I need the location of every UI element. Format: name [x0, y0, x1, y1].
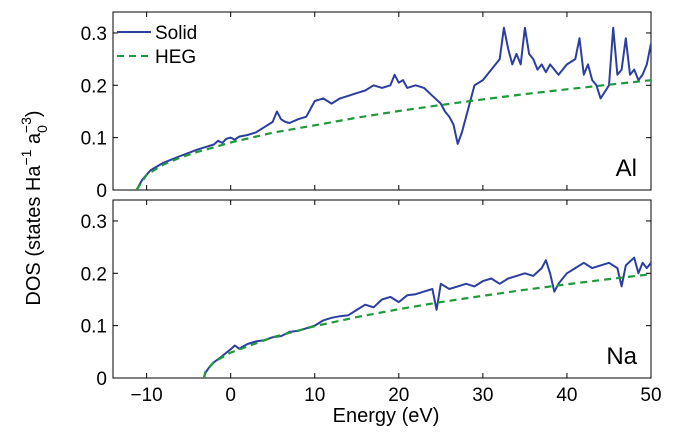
x-tick-label: 40 [556, 385, 577, 406]
y-label-end: ) [23, 110, 45, 117]
x-axis-label: Energy (eV) [333, 405, 440, 427]
series-line-heg [135, 79, 651, 190]
y-tick-label: 0 [96, 181, 107, 202]
y-tick-label: 0.2 [81, 76, 107, 97]
y-label-exp2: −3 [18, 117, 34, 133]
y-label-exp1: −1 [18, 149, 34, 165]
panel-label-na: Na [606, 343, 637, 370]
y-label-mid: a [23, 132, 45, 150]
legend-entry-heg: HEG [155, 47, 196, 68]
y-tick-label: 0 [96, 369, 107, 390]
x-tick-label: 10 [304, 385, 325, 406]
legend-entry-solid: Solid [155, 23, 197, 44]
y-axis-label: DOS (states Ha−1 a0−3) [18, 110, 50, 305]
x-tick-label: 0 [225, 385, 236, 406]
y-label-main: DOS (states Ha [23, 165, 45, 306]
panel-al: 0 0.1 0.2 0.3 Al Solid HEG [81, 11, 652, 202]
x-tick-label: 30 [472, 385, 493, 406]
plot-frame [112, 199, 652, 379]
x-tick-label: 20 [388, 385, 409, 406]
x-tick-label: −10 [131, 385, 163, 406]
panel-label-al: Al [616, 155, 637, 182]
y-tick-label: 0.1 [81, 317, 107, 338]
panel-na: −10 0 10 20 30 40 50 0 0.1 0.2 0.3 Na [81, 199, 662, 406]
y-tick-label: 0.2 [81, 264, 107, 285]
series-line-solid [135, 26, 651, 190]
y-tick-label: 0.1 [81, 129, 107, 150]
y-label-sub: 0 [34, 125, 50, 133]
series-line-heg [202, 273, 651, 378]
x-tick-label: 50 [640, 385, 661, 406]
y-tick-label: 0.3 [81, 24, 107, 45]
plot-frame [112, 11, 652, 191]
y-tick-label: 0.3 [81, 212, 107, 233]
